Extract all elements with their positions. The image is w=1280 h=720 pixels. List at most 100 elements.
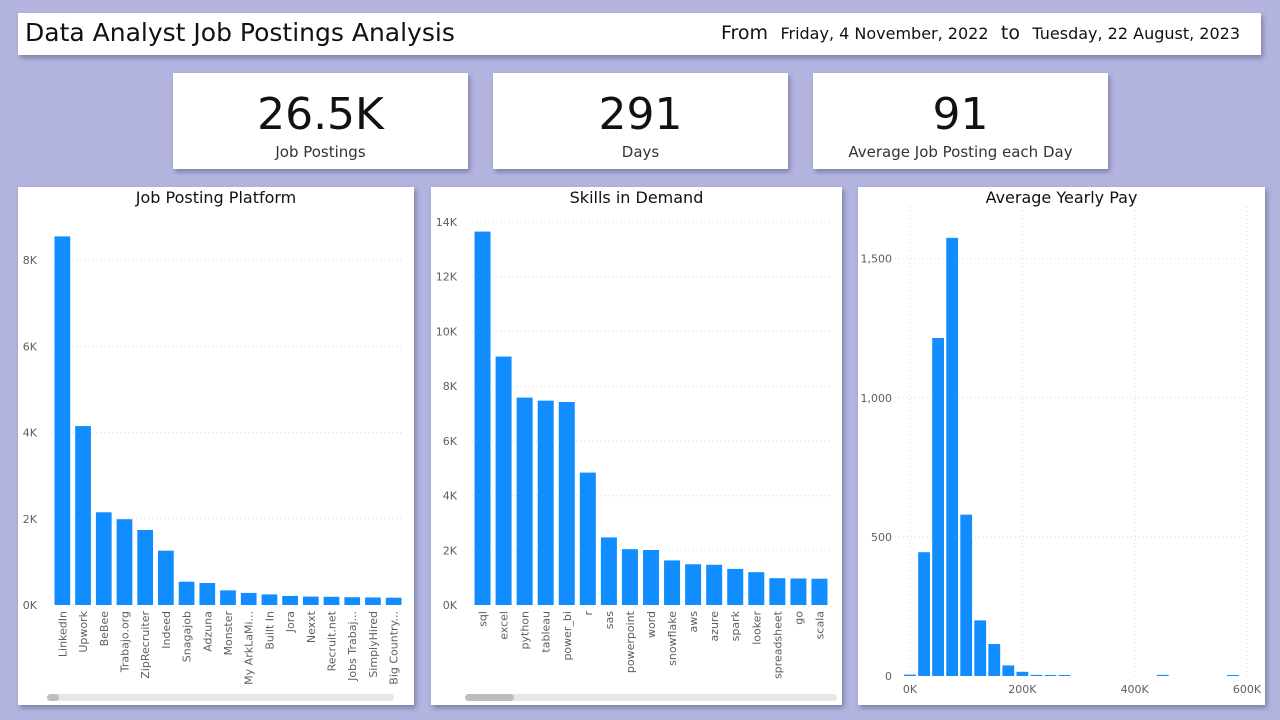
- y-tick-label: 0K: [443, 599, 458, 612]
- x-tick-label: Jobs Trabaj...: [346, 611, 359, 682]
- kpi-card-job-postings: 26.5K Job Postings: [173, 73, 468, 169]
- bar: [748, 572, 765, 605]
- x-tick-label: excel: [498, 611, 511, 640]
- x-tick-label: r: [582, 611, 595, 616]
- x-tick-label: Built In: [263, 611, 276, 650]
- y-tick-label: 8K: [443, 380, 458, 393]
- bar: [1002, 665, 1015, 676]
- x-tick-label: My ArkLaMi...: [243, 611, 256, 685]
- bar: [932, 338, 944, 676]
- x-tick-label: ZipRecruiter: [139, 611, 152, 679]
- scrollbar-thumb[interactable]: [465, 694, 514, 701]
- bar: [302, 596, 319, 605]
- x-tick-label: looker: [750, 611, 763, 645]
- scrollbar-thumb[interactable]: [47, 694, 59, 701]
- page-title: Data Analyst Job Postings Analysis: [25, 18, 455, 47]
- bar: [95, 512, 112, 605]
- bar: [385, 597, 402, 605]
- bar: [137, 529, 154, 605]
- kpi-label: Job Postings: [275, 143, 366, 161]
- bar: [1227, 675, 1239, 676]
- bar: [642, 550, 660, 605]
- bar: [685, 564, 702, 605]
- bar: [706, 564, 723, 605]
- x-tick-label: Upwork: [77, 610, 90, 652]
- y-tick-label: 4K: [443, 490, 458, 503]
- y-tick-label: 2K: [443, 544, 458, 557]
- x-tick-label: Snagajob: [181, 611, 194, 662]
- chart-title: Job Posting Platform: [135, 188, 297, 207]
- bar: [365, 597, 381, 605]
- y-tick-label: 4K: [23, 427, 38, 440]
- y-tick-label: 14K: [436, 216, 458, 229]
- x-tick-label: word: [645, 611, 658, 638]
- bar: [1058, 675, 1071, 676]
- to-date[interactable]: Tuesday, 22 August, 2023: [1032, 24, 1240, 43]
- kpi-value: 91: [932, 89, 989, 140]
- skills-chart: 0K 2K 4K 6K 8K 10K 12K 14K sql excel python tableau…: [436, 216, 830, 679]
- x-tick-label: Trabajo.org: [118, 611, 131, 673]
- kpi-label: Days: [621, 143, 660, 161]
- bar: [537, 400, 554, 605]
- bar: [1030, 674, 1043, 676]
- x-tick-label: powerpoint: [624, 610, 637, 673]
- bar: [769, 578, 786, 605]
- x-tick-label: aws: [687, 611, 700, 633]
- bar: [261, 594, 278, 605]
- y-tick-label: 1,500: [861, 253, 893, 266]
- horizontal-scrollbar[interactable]: [465, 694, 837, 701]
- y-tick-label: 2K: [23, 513, 38, 526]
- bar: [988, 644, 1001, 676]
- x-tick-label: 600K: [1233, 683, 1262, 696]
- x-tick-label: power_bi: [561, 611, 574, 661]
- chart-title: Skills in Demand: [569, 188, 704, 207]
- y-tick-label: 1,000: [861, 392, 893, 405]
- bar: [199, 583, 216, 605]
- y-tick-label: 0K: [23, 599, 38, 612]
- bar: [811, 578, 828, 605]
- from-date[interactable]: Friday, 4 November, 2022: [780, 24, 989, 43]
- bar: [474, 231, 491, 605]
- x-tick-label: go: [792, 611, 805, 625]
- bar: [946, 237, 959, 676]
- horizontal-scrollbar[interactable]: [47, 694, 394, 701]
- platform-chart-panel: Job Posting Platform 0K 2K 4K 6K 8K LinkedIn U…: [18, 187, 414, 705]
- kpi-card-days: 291 Days: [493, 73, 788, 169]
- x-tick-label: BeBee: [98, 611, 111, 647]
- x-tick-label: Indeed: [160, 611, 173, 649]
- from-label: From: [720, 22, 769, 44]
- x-tick-label: Recruit.net: [326, 610, 339, 671]
- x-tick-label: 400K: [1121, 683, 1150, 696]
- y-tick-label: 500: [871, 531, 892, 544]
- kpi-value: 26.5K: [257, 89, 384, 140]
- to-label: to: [1000, 22, 1020, 44]
- bar: [727, 568, 744, 605]
- kpi-label: Average Job Posting each Day: [848, 143, 1073, 161]
- bar: [918, 552, 930, 676]
- pay-chart-panel: Average Yearly Pay 0 500 1,000 1,500 0K 200K 4…: [858, 187, 1265, 705]
- x-tick-label: spark: [729, 610, 742, 641]
- kpi-card-avg-per-day: 91 Average Job Posting each Day: [813, 73, 1108, 169]
- x-tick-label: 0K: [903, 683, 918, 696]
- title-bar: Data Analyst Job Postings Analysis From …: [18, 13, 1261, 55]
- bar: [579, 472, 596, 605]
- pay-chart: 0 500 1,000 1,500 0K 200K 400K 600K: [861, 207, 1262, 696]
- x-tick-label: sas: [603, 611, 616, 629]
- x-tick-label: 200K: [1008, 683, 1037, 696]
- x-tick-label: Nexxt: [305, 610, 318, 643]
- bar: [516, 397, 533, 605]
- x-tick-label: scala: [813, 611, 826, 639]
- x-tick-label: sql: [477, 611, 490, 627]
- bar: [54, 236, 71, 605]
- chart-title: Average Yearly Pay: [985, 188, 1138, 207]
- x-tick-label: Big Country...: [388, 611, 401, 685]
- bar: [1156, 674, 1169, 676]
- y-tick-label: 10K: [436, 325, 458, 338]
- date-range: From Friday, 4 November, 2022 to Tuesday…: [721, 22, 1247, 44]
- bar: [282, 595, 298, 605]
- x-tick-label: SimplyHired: [367, 611, 380, 678]
- kpi-value: 291: [598, 89, 683, 140]
- bar: [1044, 675, 1057, 676]
- bar: [664, 560, 681, 605]
- x-tick-label: spreadsheet: [771, 610, 784, 679]
